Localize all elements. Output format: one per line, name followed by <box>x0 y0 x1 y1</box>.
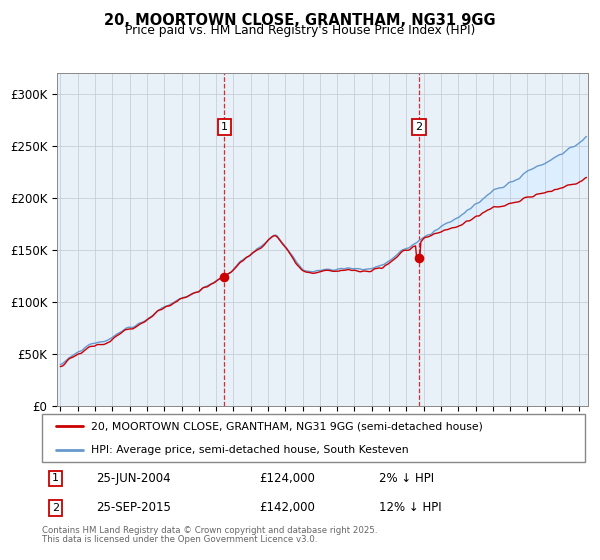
Text: 20, MOORTOWN CLOSE, GRANTHAM, NG31 9GG (semi-detached house): 20, MOORTOWN CLOSE, GRANTHAM, NG31 9GG (… <box>91 421 483 431</box>
FancyBboxPatch shape <box>42 414 585 462</box>
Text: Price paid vs. HM Land Registry's House Price Index (HPI): Price paid vs. HM Land Registry's House … <box>125 24 475 37</box>
Text: Contains HM Land Registry data © Crown copyright and database right 2025.: Contains HM Land Registry data © Crown c… <box>42 526 377 535</box>
Text: HPI: Average price, semi-detached house, South Kesteven: HPI: Average price, semi-detached house,… <box>91 445 409 455</box>
Text: £142,000: £142,000 <box>259 501 315 514</box>
Point <box>414 254 424 263</box>
Text: 12% ↓ HPI: 12% ↓ HPI <box>379 501 441 514</box>
Point <box>220 272 229 281</box>
Text: 1: 1 <box>221 122 228 132</box>
Text: This data is licensed under the Open Government Licence v3.0.: This data is licensed under the Open Gov… <box>42 535 317 544</box>
Text: 25-JUN-2004: 25-JUN-2004 <box>97 472 171 485</box>
Text: £124,000: £124,000 <box>259 472 315 485</box>
Text: 2: 2 <box>52 503 59 513</box>
Text: 2: 2 <box>415 122 422 132</box>
Text: 2% ↓ HPI: 2% ↓ HPI <box>379 472 434 485</box>
Text: 1: 1 <box>52 473 59 483</box>
Text: 20, MOORTOWN CLOSE, GRANTHAM, NG31 9GG: 20, MOORTOWN CLOSE, GRANTHAM, NG31 9GG <box>104 13 496 28</box>
Text: 25-SEP-2015: 25-SEP-2015 <box>97 501 171 514</box>
